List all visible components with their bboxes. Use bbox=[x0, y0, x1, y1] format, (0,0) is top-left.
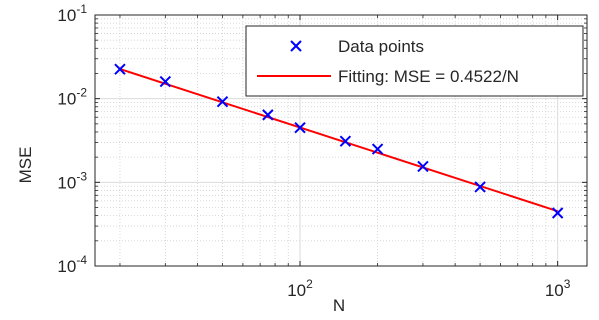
legend-label: Fitting: MSE = 0.4522/N bbox=[338, 67, 519, 86]
data-point-marker bbox=[339, 135, 352, 147]
data-point-marker bbox=[294, 121, 306, 134]
legend-marker bbox=[290, 40, 302, 52]
y-tick-label: 10-2 bbox=[57, 86, 87, 109]
marker-stroke bbox=[551, 207, 564, 219]
data-point-marker bbox=[216, 95, 229, 108]
data-point-marker bbox=[474, 181, 486, 193]
x-axis-label: N bbox=[333, 296, 345, 315]
plot-border bbox=[94, 14, 588, 267]
marker-stroke bbox=[294, 121, 306, 134]
x-tick-label: 103 bbox=[545, 277, 571, 300]
marker-stroke bbox=[371, 143, 384, 155]
marker-stroke bbox=[417, 160, 429, 173]
legend-label: Data points bbox=[338, 37, 424, 56]
axis-ticks bbox=[95, 14, 587, 267]
marker-stroke bbox=[262, 109, 274, 121]
y-axis-label: MSE bbox=[16, 147, 35, 184]
legend: Data points Fitting: MSE = 0.4522/N bbox=[245, 25, 584, 97]
legend-entry: Data points bbox=[290, 37, 424, 56]
tick-labels: 102 103 10-1 10-2 10-3 10-4 bbox=[57, 2, 570, 300]
marker-stroke bbox=[159, 75, 172, 88]
data-point-marker bbox=[262, 109, 274, 121]
x-tick-label: 102 bbox=[287, 277, 313, 300]
fit-line bbox=[119, 68, 558, 213]
data-point-marker bbox=[159, 75, 172, 88]
marker-stroke bbox=[339, 135, 352, 147]
y-tick-label: 10-3 bbox=[57, 169, 87, 192]
y-tick-label: 10-1 bbox=[57, 2, 87, 25]
data-point-marker bbox=[551, 207, 564, 219]
series-layer bbox=[114, 63, 564, 219]
marker-stroke bbox=[474, 181, 486, 193]
y-tick-label: 10-4 bbox=[57, 253, 87, 276]
marker-stroke bbox=[216, 95, 229, 108]
marker-stroke bbox=[114, 63, 126, 75]
data-point-marker bbox=[417, 160, 429, 173]
data-point-marker bbox=[371, 143, 384, 155]
legend-entry: Fitting: MSE = 0.4522/N bbox=[257, 67, 519, 86]
data-point-marker bbox=[114, 63, 126, 75]
legend-box bbox=[245, 25, 584, 97]
